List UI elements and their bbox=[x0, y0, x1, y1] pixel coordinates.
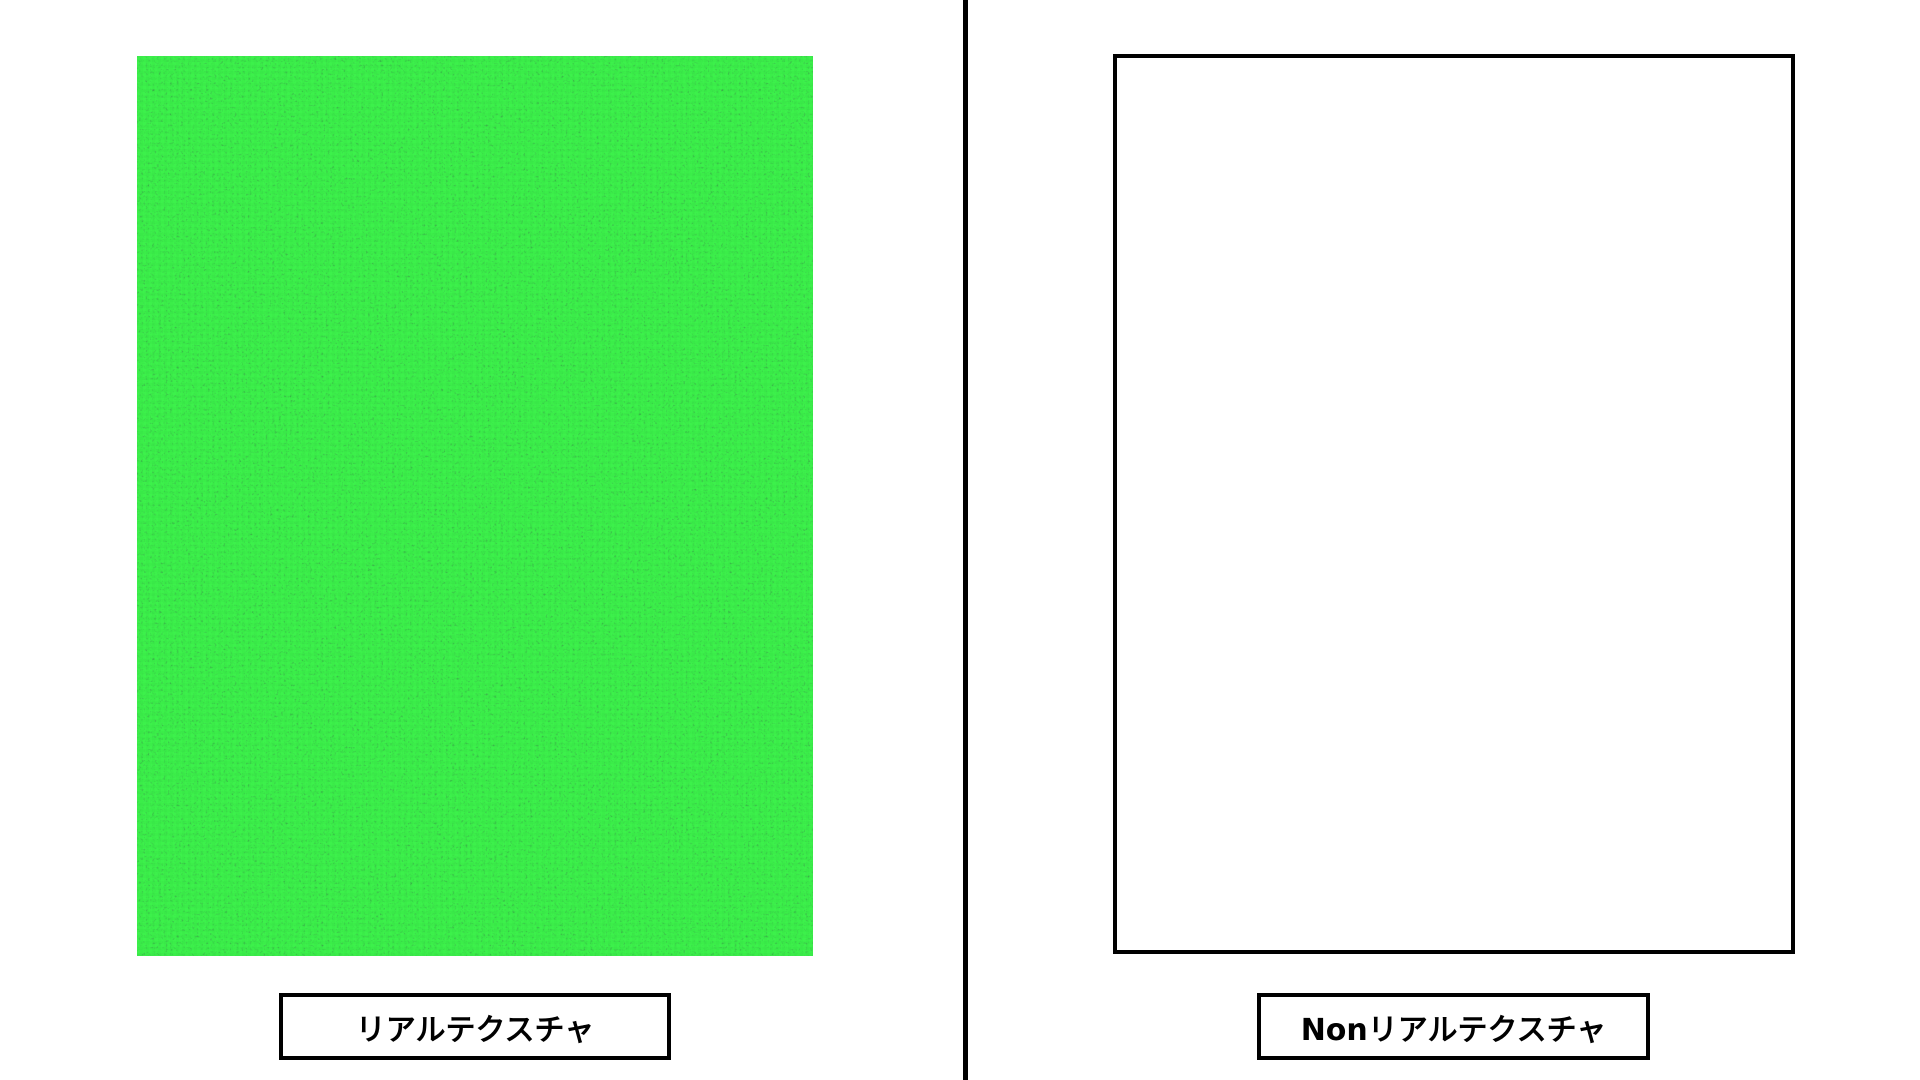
vertical-divider bbox=[963, 0, 968, 1080]
non-real-texture-panel bbox=[1113, 54, 1795, 954]
non-real-texture-caption: Nonリアルテクスチャ bbox=[1257, 993, 1650, 1060]
green-fabric-texture bbox=[137, 56, 813, 956]
real-texture-image bbox=[137, 56, 813, 956]
real-texture-caption: リアルテクスチャ bbox=[279, 993, 671, 1060]
